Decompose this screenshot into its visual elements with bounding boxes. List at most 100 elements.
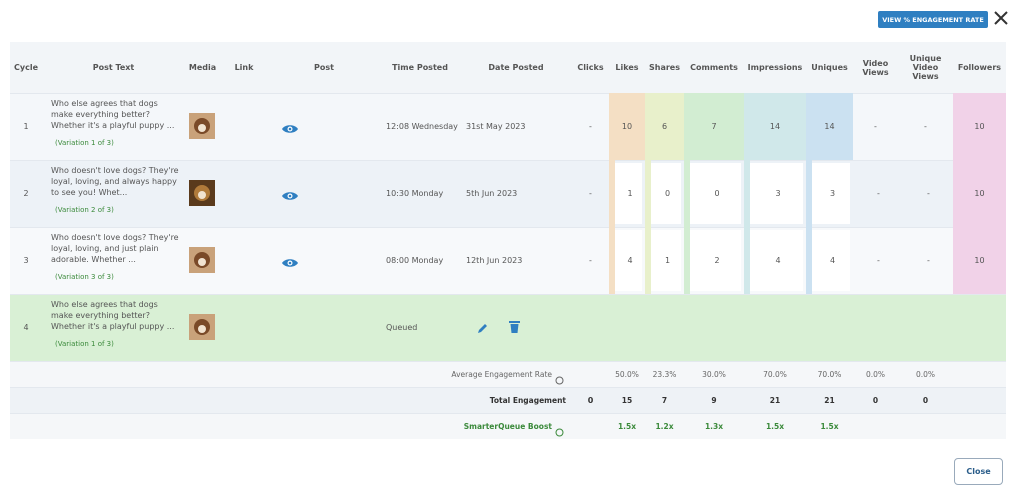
date-posted: 5th Jun 2023 (466, 189, 518, 198)
metric-bar (684, 227, 690, 294)
metric-cell (615, 163, 642, 224)
metric-value: 4 (775, 256, 781, 265)
cycle: 2 (23, 189, 29, 198)
column-header: Time Posted (392, 63, 448, 72)
info-icon (555, 370, 564, 385)
metric-value: 2 (714, 256, 720, 265)
metric-value: 1 (664, 256, 671, 265)
metric-cell (651, 163, 681, 224)
summary-value: 1.3x (704, 421, 724, 431)
metric-cell (812, 230, 850, 291)
metric-cell (750, 163, 803, 224)
metric-value: 10 (974, 256, 985, 265)
metric-value: 10 (974, 122, 985, 131)
metric-bar (684, 160, 690, 227)
summary-value: 7 (661, 395, 668, 405)
summary-label: Total Engagement (489, 395, 566, 405)
summary-value: 0 (872, 395, 879, 405)
metric-value: 1 (627, 189, 633, 198)
summary-clicks: 0 (587, 395, 594, 405)
metric-value: 0 (664, 189, 671, 198)
summary-value: 23.3% (652, 369, 677, 379)
cycle: 3 (23, 256, 29, 265)
column-header: Video Views (862, 58, 889, 77)
column-header: Comments (690, 63, 738, 72)
metric-bar (609, 160, 615, 227)
column-header: Post (314, 63, 334, 72)
media-thumb (189, 180, 215, 206)
metric-value: 10 (621, 122, 633, 131)
metric-value: 6 (661, 122, 668, 131)
view-rate-button[interactable]: VIEW % ENGAGEMENT RATE (878, 11, 988, 28)
summary-value: 50.0% (615, 369, 639, 379)
cycle: 4 (23, 323, 29, 332)
summary-row (10, 361, 1006, 387)
column-header: Shares (649, 63, 680, 72)
metric-bar (645, 160, 651, 227)
summary-value: 0 (922, 395, 929, 405)
metric-bar (806, 160, 812, 227)
summary-value: 1.5x (617, 421, 637, 431)
column-header: Followers (957, 63, 1002, 72)
info-icon (555, 422, 564, 437)
metric-bar (744, 93, 806, 160)
metric-value: - (874, 122, 877, 131)
summary-row (10, 387, 1006, 413)
clicks: - (589, 189, 592, 198)
metric-bar (806, 227, 812, 294)
column-header: Cycle (14, 63, 38, 72)
view-post-icon (281, 254, 299, 267)
summary-label: SmarterQueue Boost (463, 421, 552, 431)
delete-icon (509, 319, 520, 333)
summary-value: 0.0% (865, 369, 886, 379)
summary-value: 15 (621, 395, 633, 405)
cycle: 1 (23, 122, 29, 131)
metric-value: 3 (775, 189, 781, 198)
column-header: Link (234, 63, 254, 72)
metric-bar (684, 93, 744, 160)
date-posted: 12th Jun 2023 (466, 256, 523, 265)
metric-value: 14 (824, 122, 835, 131)
post-text: Who else agrees that dogs make everythin… (51, 99, 175, 130)
time-posted: Queued (386, 323, 418, 332)
date-posted: 31st May 2023 (466, 122, 526, 131)
post-text: Who doesn't love dogs? They're loyal, lo… (51, 233, 179, 264)
post-text: Who else agrees that dogs make everythin… (51, 300, 175, 331)
summary-row (10, 413, 1006, 439)
summary-value: 1.5x (820, 421, 839, 431)
summary-value: 9 (711, 395, 717, 405)
metric-bar (609, 93, 645, 160)
metric-value: - (877, 189, 880, 198)
metric-cell (750, 230, 803, 291)
metric-value: 3 (829, 189, 836, 198)
summary-value: 70.0% (763, 369, 787, 379)
close-icon[interactable] (993, 10, 1009, 26)
summary-value: 21 (824, 395, 835, 405)
column-header: Likes (615, 63, 639, 72)
time-posted: 08:00 Monday (386, 256, 444, 265)
media-thumb (189, 314, 215, 340)
metric-value: 4 (829, 256, 836, 265)
metric-value: 10 (974, 189, 985, 198)
metric-cell (690, 163, 741, 224)
metric-cell (615, 230, 642, 291)
metric-value: 0 (714, 189, 720, 198)
close-button[interactable]: Close (954, 458, 1003, 485)
variation: (Variation 2 of 3) (55, 206, 114, 214)
metric-bar (645, 93, 684, 160)
metric-cell (690, 230, 741, 291)
metric-bar (744, 227, 750, 294)
metric-bar (953, 227, 1006, 294)
column-header: Date Posted (488, 63, 544, 72)
summary-value: 1.5x (765, 421, 785, 431)
media-thumb (189, 113, 215, 139)
variation: (Variation 1 of 3) (55, 340, 114, 348)
metric-value: 4 (627, 256, 633, 265)
variation: (Variation 1 of 3) (55, 139, 114, 147)
media-thumb (189, 247, 215, 273)
column-header: Clicks (577, 63, 604, 72)
clicks: - (589, 122, 592, 131)
metric-bar (645, 227, 651, 294)
metric-value: 14 (769, 122, 781, 131)
